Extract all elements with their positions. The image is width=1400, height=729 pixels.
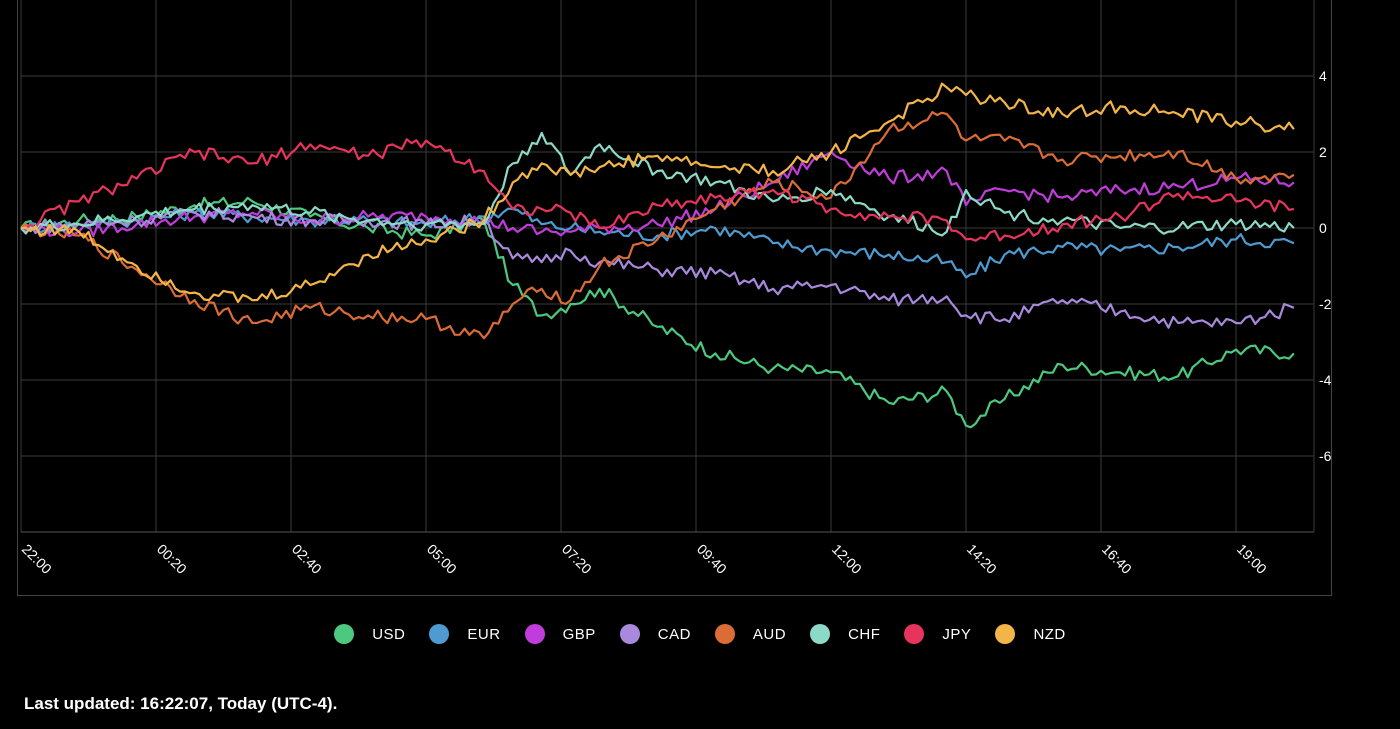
- last-updated-text: Last updated: 16:22:07, Today (UTC-4).: [24, 694, 338, 713]
- x-tick-label: 22:00: [19, 541, 55, 577]
- legend-item-eur[interactable]: EUR: [429, 624, 500, 644]
- x-tick-label: 02:40: [289, 541, 325, 577]
- legend-item-chf[interactable]: CHF: [810, 624, 880, 644]
- legend-label-eur: EUR: [467, 625, 501, 643]
- series-line-cad: [20, 207, 1295, 329]
- series-line-usd: [20, 196, 1295, 429]
- legend-item-aud[interactable]: AUD: [714, 624, 787, 644]
- x-tick-label: 16:40: [1099, 541, 1135, 577]
- series-line-nzd: [20, 82, 1295, 304]
- legend-label-nzd: NZD: [1033, 625, 1066, 643]
- chart-legend: USD EUR GBP CAD AUD CHF JPY NZD: [0, 624, 1400, 644]
- legend-dot-eur: [429, 624, 450, 644]
- series-line-jpy: [20, 138, 1295, 242]
- x-tick-label: 07:20: [559, 541, 595, 577]
- legend-item-cad[interactable]: CAD: [619, 624, 691, 644]
- legend-dot-cad: [619, 624, 640, 644]
- x-tick-label: 14:20: [964, 541, 1000, 577]
- legend-label-aud: AUD: [752, 625, 787, 643]
- x-tick-label: 09:40: [694, 541, 730, 577]
- legend-label-chf: CHF: [848, 625, 881, 643]
- legend-label-cad: CAD: [657, 625, 691, 643]
- x-tick-label: 00:20: [154, 541, 190, 577]
- currency-strength-chart: 4 2 0 -2 -4 -6 22:00 00:20 02:40 05:00 07:20 09:40 1…: [19, 0, 1332, 577]
- legend-dot-gbp: [524, 624, 545, 644]
- chart-frame: 4 2 0 -2 -4 -6 22:00 00:20 02:40 05:00 07:20 09:40 1…: [17, 0, 1332, 596]
- legend-dot-aud: [714, 624, 735, 644]
- y-tick-label: 0: [1319, 220, 1327, 236]
- x-tick-label: 12:00: [829, 541, 865, 577]
- legend-dot-nzd: [995, 624, 1016, 644]
- legend-dot-chf: [810, 624, 831, 644]
- legend-label-jpy: JPY: [942, 625, 972, 643]
- legend-label-usd: USD: [372, 625, 406, 643]
- y-tick-label: -6: [1319, 448, 1332, 464]
- x-tick-label: 05:00: [424, 541, 460, 577]
- y-tick-label: -4: [1319, 372, 1332, 388]
- series-line-eur: [20, 207, 1295, 279]
- series-line-gbp: [20, 150, 1295, 238]
- legend-item-nzd[interactable]: NZD: [995, 624, 1065, 644]
- legend-label-gbp: GBP: [562, 625, 596, 643]
- series-line-aud: [20, 111, 1295, 340]
- legend-dot-jpy: [904, 624, 925, 644]
- legend-item-gbp[interactable]: GBP: [524, 624, 596, 644]
- y-tick-label: -2: [1319, 296, 1332, 312]
- legend-dot-usd: [334, 624, 355, 644]
- y-tick-label: 4: [1319, 68, 1327, 84]
- legend-item-usd[interactable]: USD: [334, 624, 405, 644]
- x-tick-label: 19:00: [1234, 541, 1270, 577]
- y-tick-label: 2: [1319, 144, 1327, 160]
- legend-item-jpy[interactable]: JPY: [904, 624, 971, 644]
